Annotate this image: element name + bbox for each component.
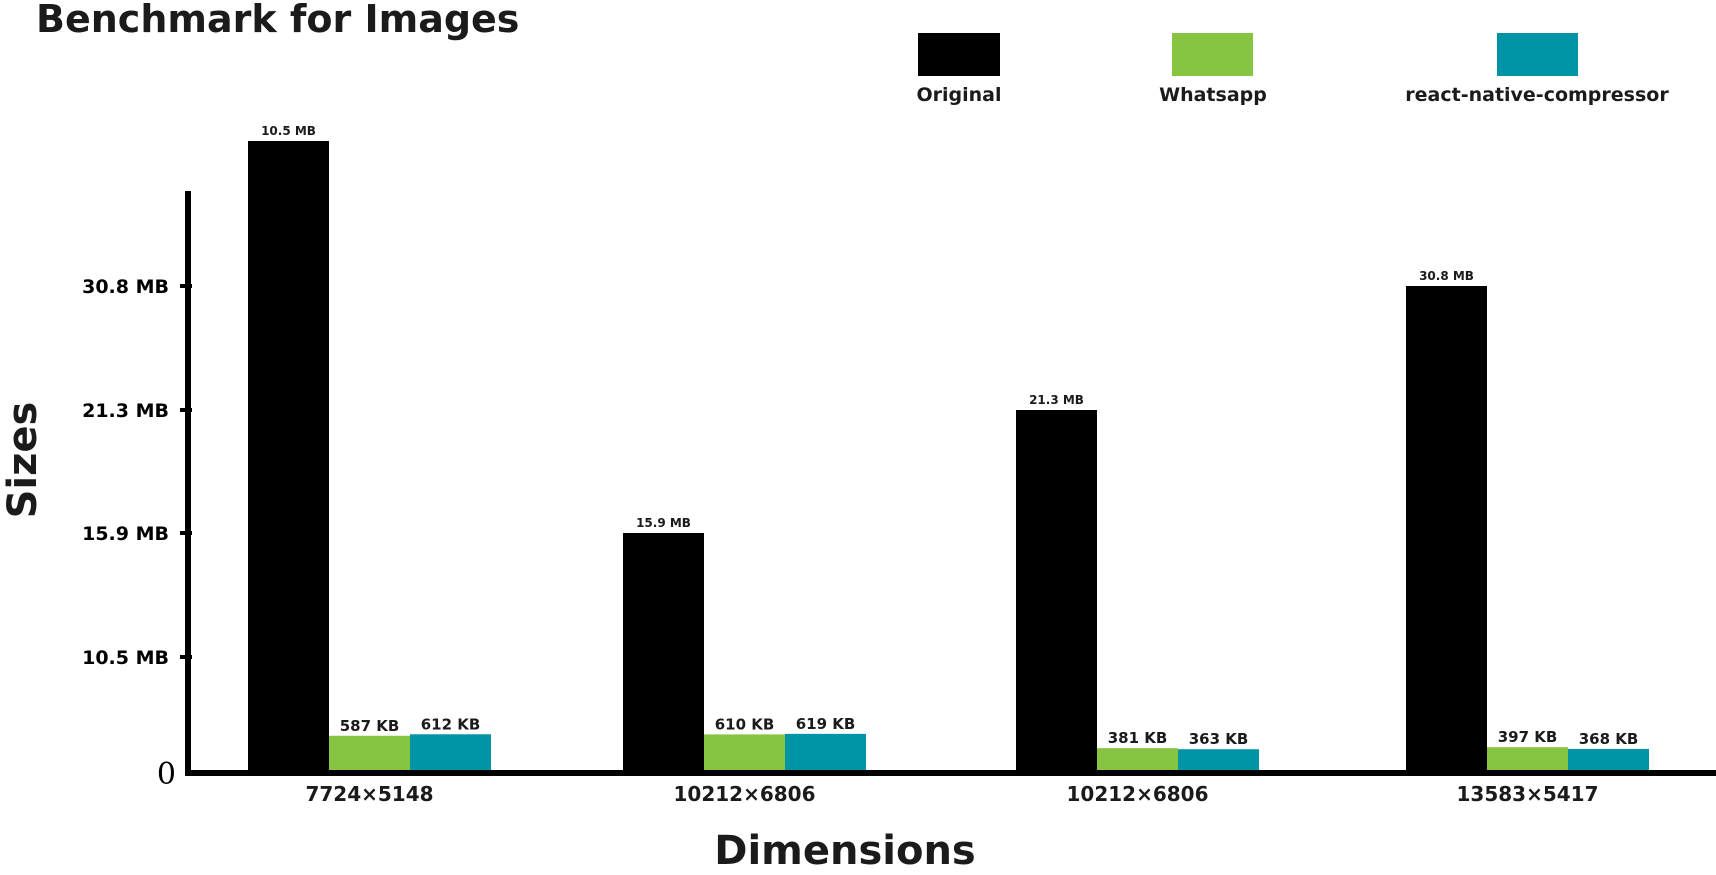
data-label: 21.3 MB [1029, 393, 1084, 407]
bar-3-2 [785, 733, 866, 771]
data-label: 363 KB [1189, 730, 1249, 748]
data-label: 381 KB [1108, 729, 1168, 747]
legend-label-1: Original [916, 84, 1001, 106]
y-tick-label: 10.5 MB [82, 647, 169, 669]
bar-3-3 [1178, 749, 1259, 771]
x-tick-label: 7724×5148 [305, 782, 433, 806]
y-tick-label: 30.8 MB [82, 276, 169, 298]
chart-title: Benchmark for Images [36, 0, 519, 41]
data-label: 397 KB [1498, 728, 1558, 746]
y-ticks: 10.5 MB 15.9 MB 21.3 MB 30.8 MB 0 [82, 276, 192, 792]
bars: 10.5 MB 587 KB 612 KB 15.9 MB 610 KB 619 KB 21… [248, 124, 1649, 771]
bar-2-4 [1487, 747, 1568, 771]
bar-1-4 [1406, 286, 1487, 771]
bar-1-2 [623, 533, 704, 771]
bar-1-1 [248, 141, 329, 771]
bar-3-1 [410, 734, 491, 771]
x-tick-label: 10212×6806 [1066, 782, 1208, 806]
data-label: 612 KB [421, 715, 481, 733]
bar-2-3 [1097, 748, 1178, 771]
bar-3-4 [1568, 748, 1649, 771]
bar-2-2 [704, 734, 785, 771]
legend-swatch-2 [1172, 33, 1253, 76]
x-tick-label: 13583×5417 [1456, 782, 1598, 806]
y-tick-label: 21.3 MB [82, 400, 169, 422]
legend: Original Whatsapp react-native-compressor [916, 33, 1669, 106]
data-label: 15.9 MB [636, 516, 691, 530]
x-tick-label: 10212×6806 [673, 782, 815, 806]
legend-label-2: Whatsapp [1159, 84, 1267, 106]
x-ticks: 7724×5148 10212×6806 10212×6806 13583×5417 [305, 782, 1598, 806]
data-label: 619 KB [796, 715, 856, 733]
data-label: 30.8 MB [1419, 269, 1474, 283]
bar-2-1 [329, 735, 410, 771]
data-label: 610 KB [715, 715, 775, 733]
legend-swatch-1 [918, 33, 1000, 76]
x-axis-label: Dimensions [714, 828, 975, 874]
legend-label-3: react-native-compressor [1405, 84, 1669, 106]
y-tick-label-zero: 0 [157, 757, 176, 792]
y-tick-label: 15.9 MB [82, 523, 169, 545]
data-label: 587 KB [340, 717, 400, 735]
data-label: 368 KB [1579, 730, 1639, 748]
bar-1-3 [1016, 410, 1097, 771]
legend-swatch-3 [1497, 33, 1578, 76]
y-axis-label: Sizes [0, 402, 46, 519]
data-label: 10.5 MB [261, 124, 316, 138]
